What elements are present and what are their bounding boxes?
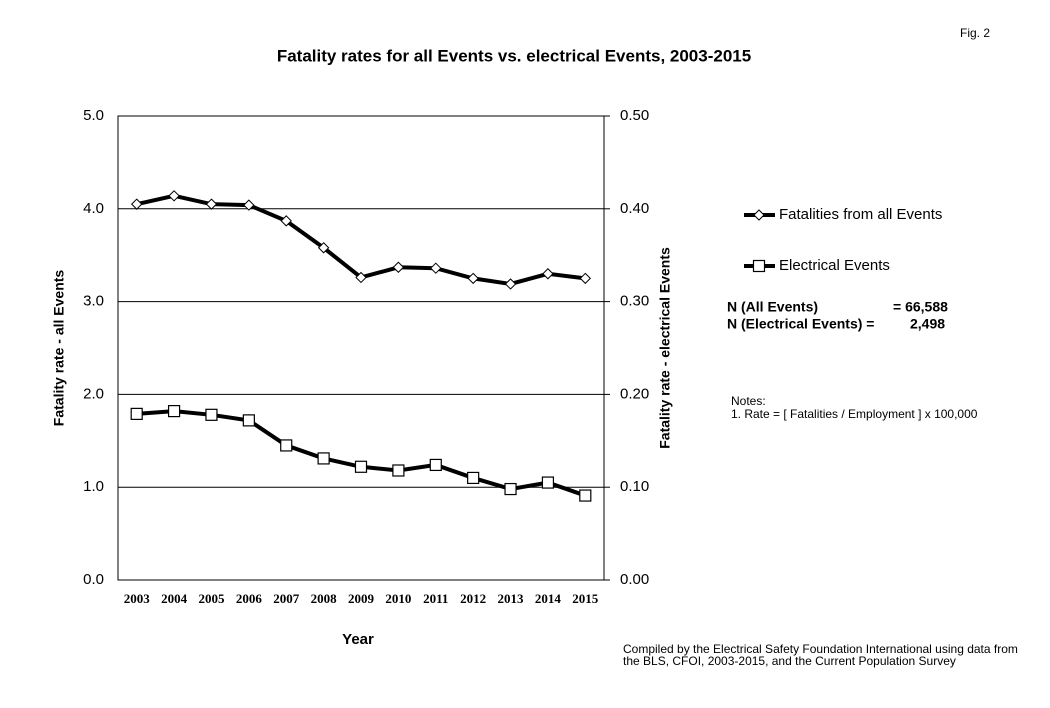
x-tick-label: 2007 [273, 591, 300, 606]
x-axis-label: Year [342, 631, 374, 648]
y2-tick-label: 0.30 [620, 293, 649, 310]
legend-label: Fatalities from all Events [779, 206, 942, 223]
x-tick-label: 2010 [385, 591, 411, 606]
data-point [430, 262, 442, 274]
data-point [168, 190, 180, 202]
data-point [542, 268, 554, 280]
data-point [280, 439, 293, 452]
data-point [579, 272, 592, 285]
y-tick-label: 4.0 [83, 200, 104, 217]
x-tick-label: 2009 [348, 591, 375, 606]
data-point [205, 198, 218, 210]
data-point [242, 414, 255, 427]
data-point [467, 272, 479, 285]
data-point [579, 489, 592, 502]
data-point [541, 476, 555, 489]
y2-tick-label: 0.10 [620, 478, 649, 495]
annotation: N (Electrical Events) = [727, 316, 874, 332]
x-tick-label: 2006 [236, 591, 263, 606]
x-tick-label: 2014 [535, 591, 562, 606]
data-point [504, 278, 517, 290]
x-tick-label: 2013 [498, 591, 525, 606]
data-point [392, 261, 405, 273]
legend-label: Electrical Events [779, 257, 890, 274]
y2-tick-label: 0.40 [620, 200, 649, 217]
y2-tick-label: 0.50 [620, 107, 649, 124]
annotation: 2,498 [910, 316, 945, 332]
data-point [205, 408, 218, 421]
x-tick-label: 2004 [161, 591, 188, 606]
series-line [136, 409, 586, 498]
data-point [243, 199, 255, 211]
x-tick-label: 2005 [198, 591, 225, 606]
data-point [317, 452, 330, 465]
annotation: the BLS, CFOI, 2003-2015, and the Curren… [623, 654, 956, 668]
legend-marker [752, 259, 766, 273]
y2-axis-label: Fatality rate - electrical Events [657, 247, 673, 449]
data-point [392, 464, 405, 477]
x-tick-label: 2012 [460, 591, 486, 606]
data-point [355, 271, 367, 284]
annotation: 1. Rate = [ Fatalities / Employment ] x … [731, 407, 978, 421]
data-point [429, 458, 442, 472]
y2-tick-label: 0.20 [620, 385, 649, 402]
data-point [130, 407, 143, 420]
x-tick-label: 2011 [423, 591, 448, 606]
y-tick-label: 3.0 [83, 293, 104, 310]
y-axis-label: Fatality rate - all Events [51, 270, 67, 427]
y-tick-label: 0.0 [83, 571, 104, 588]
y-tick-label: 1.0 [83, 478, 104, 495]
data-point [317, 242, 330, 254]
x-tick-label: 2008 [311, 591, 338, 606]
data-point [467, 471, 480, 485]
annotation: = 66,588 [893, 299, 948, 315]
data-point [354, 460, 368, 473]
y-tick-label: 2.0 [83, 385, 104, 402]
y2-tick-label: 0.00 [620, 571, 649, 588]
annotation: Compiled by the Electrical Safety Founda… [623, 642, 1018, 656]
chart-title: Fatality rates for all Events vs. electr… [277, 46, 751, 65]
figure-label: Fig. 2 [960, 26, 990, 40]
x-tick-label: 2015 [572, 591, 599, 606]
annotation: Notes: [731, 394, 766, 408]
x-tick-label: 2003 [124, 591, 151, 606]
data-point [130, 198, 143, 210]
annotation: N (All Events) [727, 299, 818, 315]
data-point [504, 482, 517, 496]
plot-border [117, 115, 605, 581]
y-tick-label: 5.0 [83, 107, 104, 124]
data-point [280, 215, 292, 227]
data-point [167, 405, 181, 418]
legend-marker [753, 209, 765, 221]
